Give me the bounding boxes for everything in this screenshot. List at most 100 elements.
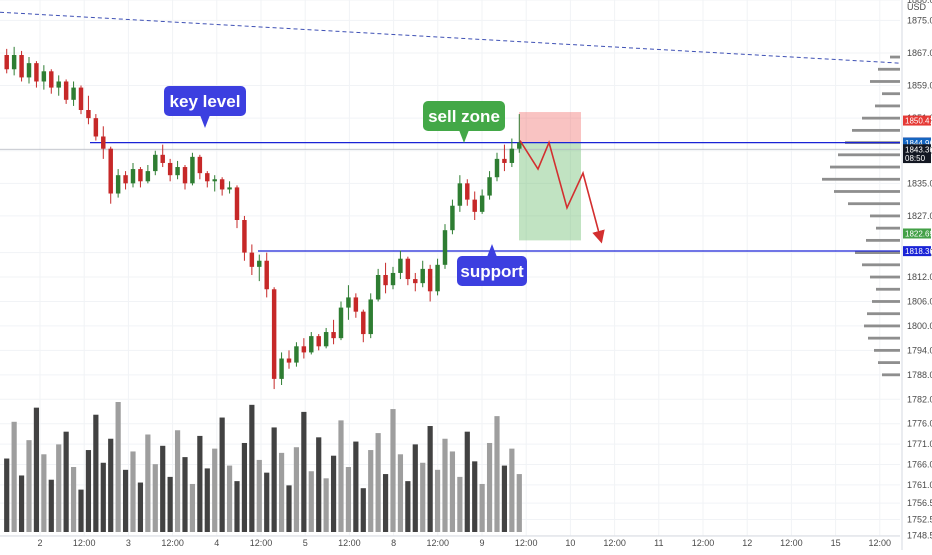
price-tick-label: 1800.00	[907, 321, 932, 331]
candle-body	[34, 63, 39, 82]
price-tick-label: 1752.50	[907, 514, 932, 524]
callout-box	[457, 256, 527, 286]
candle-body	[405, 258, 411, 280]
time-tick-label: 12:00	[869, 538, 892, 548]
volume-bar	[323, 478, 329, 532]
volume-bar	[160, 445, 166, 532]
volume-profile-bar	[862, 116, 900, 120]
volume-bar	[457, 476, 463, 532]
volume-profile-bar	[872, 300, 900, 303]
volume-bar	[204, 468, 210, 532]
callouts: key level sell zone support	[164, 86, 527, 286]
take-profit-zone	[519, 142, 581, 241]
price-tick-label: 1827.00	[907, 211, 932, 221]
price-tag-box	[903, 153, 931, 164]
volume-bar	[509, 448, 515, 532]
price-tag: 1843.36	[903, 144, 932, 155]
price-tag-label: 08:50	[905, 154, 926, 163]
time-tick-label: 12:00	[692, 538, 715, 548]
price-tag: 1850.41	[903, 115, 932, 126]
volume-profile-bar	[868, 336, 900, 340]
price-tag-box	[903, 144, 931, 155]
callout-pointer	[487, 244, 497, 257]
price-tick-label: 1756.50	[907, 498, 932, 508]
candle-body	[227, 187, 232, 190]
volume-bar	[241, 442, 248, 532]
volume-bar	[449, 451, 456, 532]
time-tick-label: 4	[214, 538, 219, 548]
price-tag-box	[903, 115, 931, 126]
projection-path	[519, 140, 605, 244]
candle-body	[123, 175, 128, 184]
price-tick-label: 1761.00	[907, 480, 932, 490]
candle-body	[175, 167, 180, 176]
volume-bar	[212, 448, 218, 532]
volume-bar	[167, 476, 173, 532]
candle-body	[509, 148, 515, 163]
time-tick-label: 9	[479, 538, 484, 548]
candle-body	[375, 275, 381, 300]
volume-bar	[330, 455, 337, 532]
volume-profile-bar	[878, 67, 900, 71]
volume-profile-bar	[852, 128, 900, 132]
price-tag-box	[903, 246, 931, 257]
volume-bar	[70, 467, 77, 532]
price-tick-label: 1867.00	[907, 48, 932, 58]
price-axis[interactable]: 1748.50 1752.50 1756.50 1761.00 1766.00 1771.…	[901, 0, 932, 550]
price-tag-label: 1822.69	[905, 229, 932, 238]
candle-body	[56, 81, 61, 88]
volume-bar	[26, 440, 32, 532]
volume-bar	[145, 434, 151, 532]
time-tick-label: 12	[742, 538, 752, 548]
price-tick-label: 1812.00	[907, 272, 932, 282]
volume-profile-bar	[882, 373, 900, 377]
volume-profile-bar	[862, 263, 900, 267]
volume-bar	[405, 481, 411, 532]
time-tick-label: 10	[565, 538, 575, 548]
volume-bar	[516, 474, 522, 532]
volume-bar	[382, 474, 389, 532]
callout-box	[164, 86, 246, 116]
candle-body	[242, 220, 247, 253]
candle-body	[472, 199, 477, 212]
volume-bar	[301, 411, 307, 532]
volume-bar	[390, 409, 396, 532]
price-tick-label: 1859.00	[907, 81, 932, 91]
levels	[0, 11, 901, 252]
candle-body	[294, 346, 299, 363]
callout-pointer	[200, 115, 210, 128]
candle-body	[383, 275, 388, 286]
volume-bar	[472, 461, 478, 532]
candle-body	[115, 175, 121, 194]
candle-body	[487, 177, 492, 196]
candle-body	[309, 336, 314, 353]
price-tick-label: 1880.00	[907, 0, 932, 5]
volume-profile-bar	[834, 190, 900, 193]
candle-body	[190, 156, 195, 184]
volume-profile-bar	[830, 165, 900, 169]
time-tick-label: 3	[126, 538, 131, 548]
time-axis[interactable]: 2 12:00 3 12:00 4 12:00 5 12:00 8 12:00 9 12:00 10 12…	[0, 535, 900, 548]
candle-body	[427, 268, 433, 292]
candle-body	[435, 264, 440, 292]
time-tick-label: 11	[654, 538, 663, 548]
candlesticks	[4, 46, 522, 390]
volume-bar	[137, 482, 144, 532]
candle-body	[93, 118, 99, 137]
time-tick-label: 15	[831, 538, 841, 548]
candle-body	[234, 187, 240, 220]
volume-bar	[234, 481, 240, 532]
candle-body	[279, 358, 284, 379]
price-tick-label: 1776.00	[907, 419, 932, 429]
price-tag-box	[903, 137, 931, 148]
candle-body	[450, 205, 455, 231]
volume-bar	[249, 404, 255, 532]
time-tick-label: 5	[303, 538, 308, 548]
time-tick-label: 12:00	[515, 538, 538, 548]
callout-key-level: key level	[164, 86, 246, 128]
trendline	[0, 11, 901, 64]
price-tag-label: 1844.96	[905, 139, 932, 148]
price-tick-label: 1806.00	[907, 296, 932, 306]
volume-profile-bar	[876, 287, 900, 291]
